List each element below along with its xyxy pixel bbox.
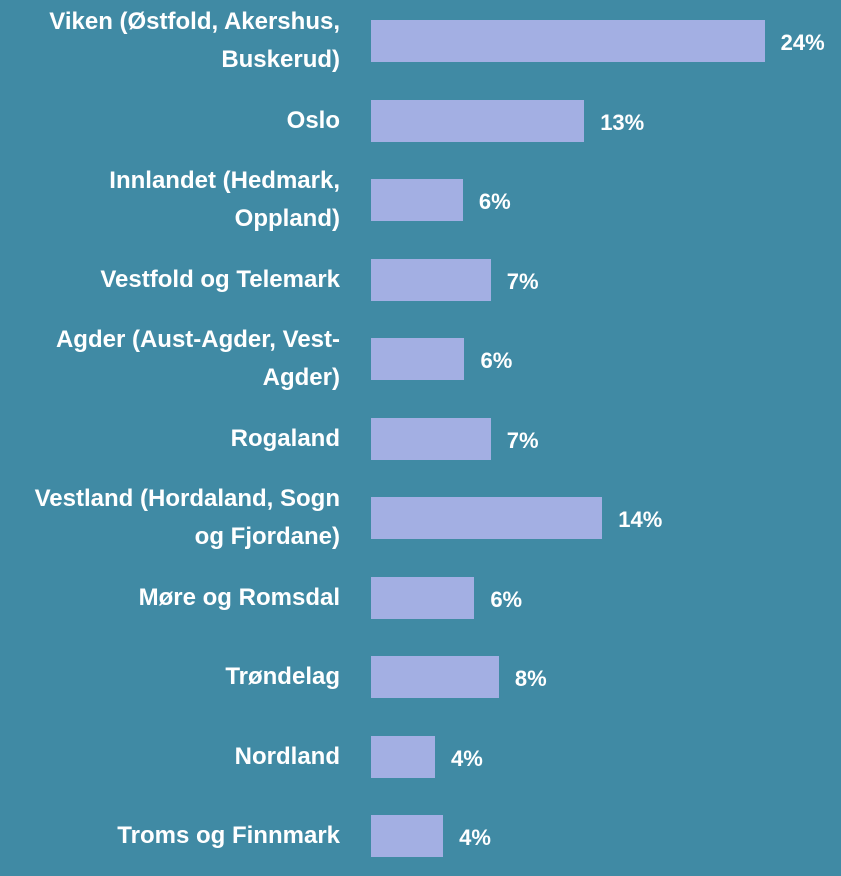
- chart: Viken (Østfold, Akershus, Buskerud) 24% Os…: [0, 1, 841, 857]
- value-label: 7%: [506, 427, 539, 453]
- bar: [371, 497, 603, 539]
- value-label: 4%: [450, 745, 483, 771]
- bar: [371, 576, 475, 619]
- bar-row: Viken (Østfold, Akershus, Buskerud) 24%: [0, 1, 841, 81]
- bar-row: Møre og Romsdal 6%: [0, 558, 841, 638]
- value-label: 4%: [459, 825, 491, 850]
- category-label: Agder (Aust-Agder, Vest-Agder): [55, 326, 340, 391]
- bar: [371, 417, 491, 460]
- category-label: Nordland: [234, 742, 340, 770]
- bar-row: Nordland 4%: [0, 717, 841, 797]
- bar-row: Vestland (Hordaland, Sogn og Fjordane) 14…: [0, 478, 841, 558]
- bar-row: Vestfold og Telemark 7%: [0, 240, 841, 320]
- category-label: Vestland (Hordaland, Sogn og Fjordane): [34, 485, 340, 550]
- value-label: 6%: [480, 348, 513, 373]
- bar-row: Troms og Finnmark 4%: [0, 796, 841, 876]
- category-label: Møre og Romsdal: [138, 583, 340, 611]
- bar: [371, 338, 465, 380]
- category-label: Innlandet (Hedmark, Oppland): [109, 167, 340, 232]
- value-label: 14%: [618, 507, 663, 532]
- category-label: Trøndelag: [225, 663, 340, 690]
- category-label: Viken (Østfold, Akershus, Buskerud): [49, 8, 340, 73]
- bar-row: Innlandet (Hedmark, Oppland) 6%: [0, 160, 841, 240]
- bar: [371, 815, 444, 857]
- bar: [371, 258, 491, 301]
- bar: [371, 99, 585, 142]
- bar-row: Trøndelag 8%: [0, 637, 841, 717]
- bar-row: Agder (Aust-Agder, Vest-Agder) 6%: [0, 319, 841, 399]
- value-label: 6%: [478, 189, 511, 214]
- bar-row: Rogaland 7%: [0, 399, 841, 479]
- bar: [371, 735, 435, 778]
- value-label: 13%: [600, 109, 645, 135]
- category-label: Rogaland: [230, 424, 340, 452]
- bar-row: Oslo 13%: [0, 81, 841, 161]
- value-label: 7%: [506, 268, 539, 294]
- category-label: Vestfold og Telemark: [100, 265, 340, 293]
- bar: [371, 20, 765, 62]
- category-label: Oslo: [286, 106, 340, 134]
- value-label: 24%: [780, 30, 825, 55]
- bar: [371, 656, 499, 698]
- value-label: 8%: [514, 666, 547, 691]
- category-label: Troms og Finnmark: [117, 822, 340, 849]
- value-label: 6%: [490, 586, 523, 612]
- bar: [371, 179, 463, 221]
